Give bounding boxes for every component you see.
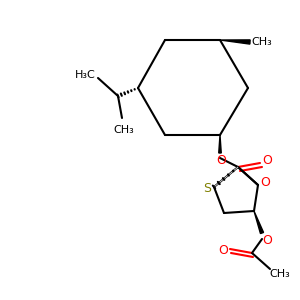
Text: CH₃: CH₃ [270, 269, 290, 279]
Text: O: O [262, 233, 272, 247]
Text: S: S [203, 182, 211, 196]
Text: CH₃: CH₃ [252, 37, 272, 47]
Text: O: O [216, 154, 226, 166]
Text: O: O [262, 154, 272, 166]
Text: CH₃: CH₃ [114, 125, 134, 135]
Text: H₃C: H₃C [75, 70, 95, 80]
Polygon shape [254, 211, 263, 234]
Text: O: O [260, 176, 270, 190]
Polygon shape [219, 135, 221, 153]
Polygon shape [220, 40, 250, 44]
Text: O: O [218, 244, 228, 257]
